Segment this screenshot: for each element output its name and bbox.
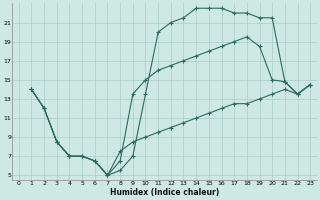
X-axis label: Humidex (Indice chaleur): Humidex (Indice chaleur) (110, 188, 219, 197)
